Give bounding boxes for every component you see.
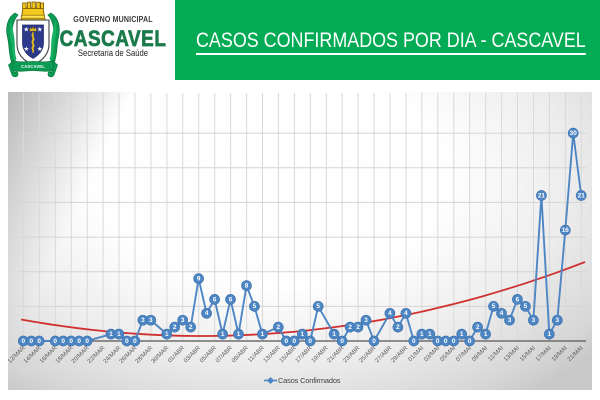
svg-text:0: 0 (340, 338, 344, 345)
svg-text:4: 4 (388, 310, 392, 317)
svg-text:2: 2 (348, 324, 352, 331)
svg-text:1: 1 (261, 331, 265, 338)
svg-text:4: 4 (500, 310, 504, 317)
svg-text:4: 4 (205, 310, 209, 317)
svg-text:5: 5 (253, 303, 257, 310)
svg-text:11/MAI: 11/MAI (488, 345, 506, 363)
svg-text:15/MAI: 15/MAI (519, 345, 537, 363)
svg-text:0: 0 (285, 338, 289, 345)
svg-text:6: 6 (229, 296, 233, 303)
svg-text:5: 5 (316, 303, 320, 310)
svg-text:5: 5 (524, 303, 528, 310)
svg-text:1: 1 (332, 331, 336, 338)
svg-text:1: 1 (165, 331, 169, 338)
svg-text:1: 1 (460, 331, 464, 338)
svg-text:0: 0 (412, 338, 416, 345)
svg-text:3: 3 (556, 317, 560, 324)
svg-text:2: 2 (277, 324, 281, 331)
svg-text:0: 0 (133, 338, 137, 345)
svg-text:1: 1 (237, 331, 241, 338)
svg-text:★: ★ (23, 46, 29, 53)
svg-text:1: 1 (117, 331, 121, 338)
svg-text:0: 0 (308, 338, 312, 345)
svg-text:2: 2 (476, 324, 480, 331)
svg-text:4: 4 (404, 310, 408, 317)
svg-text:1: 1 (420, 331, 424, 338)
svg-text:05/MAI: 05/MAI (439, 345, 457, 363)
svg-text:6: 6 (213, 296, 217, 303)
svg-text:19/MAI: 19/MAI (551, 345, 569, 363)
svg-text:1: 1 (109, 331, 113, 338)
svg-text:0: 0 (452, 338, 456, 345)
svg-text:21: 21 (578, 192, 586, 199)
svg-text:29/ABR: 29/ABR (390, 345, 409, 364)
svg-text:16: 16 (562, 227, 570, 234)
svg-text:30/MAR: 30/MAR (151, 345, 171, 365)
svg-text:2: 2 (356, 324, 360, 331)
svg-text:8: 8 (245, 283, 249, 290)
svg-text:09/MAI: 09/MAI (471, 345, 489, 363)
svg-text:21/MAI: 21/MAI (567, 345, 585, 363)
svg-text:3: 3 (364, 317, 368, 324)
svg-text:0: 0 (37, 338, 41, 345)
svg-text:2: 2 (189, 324, 193, 331)
svg-text:3: 3 (532, 317, 536, 324)
svg-text:13/MAI: 13/MAI (503, 345, 521, 363)
svg-text:3: 3 (508, 317, 512, 324)
svg-text:0: 0 (77, 338, 81, 345)
svg-text:17/MAI: 17/MAI (535, 345, 553, 363)
svg-text:0: 0 (22, 338, 26, 345)
svg-text:2: 2 (396, 324, 400, 331)
svg-text:01/MAI: 01/MAI (408, 345, 426, 363)
svg-text:0: 0 (30, 338, 34, 345)
svg-text:0: 0 (69, 338, 73, 345)
svg-text:1: 1 (548, 331, 552, 338)
svg-text:Casos Confirmados: Casos Confirmados (278, 376, 341, 385)
svg-text:30: 30 (570, 130, 578, 137)
svg-text:3: 3 (181, 317, 185, 324)
svg-text:0: 0 (436, 338, 440, 345)
svg-text:0: 0 (125, 338, 129, 345)
svg-text:0: 0 (53, 338, 57, 345)
svg-text:3: 3 (149, 317, 153, 324)
svg-text:0: 0 (372, 338, 376, 345)
svg-text:★: ★ (23, 27, 29, 34)
svg-text:03/MAI: 03/MAI (423, 345, 441, 363)
svg-text:1: 1 (301, 331, 305, 338)
svg-text:2: 2 (173, 324, 177, 331)
svg-text:09/ABR: 09/ABR (231, 345, 250, 364)
svg-text:21: 21 (538, 192, 546, 199)
svg-text:★: ★ (37, 27, 43, 34)
svg-text:★: ★ (37, 46, 43, 53)
svg-text:0: 0 (61, 338, 65, 345)
svg-text:1: 1 (484, 331, 488, 338)
svg-text:3: 3 (141, 317, 145, 324)
svg-text:0: 0 (85, 338, 89, 345)
svg-text:1: 1 (428, 331, 432, 338)
svg-text:0: 0 (293, 338, 297, 345)
svg-text:9: 9 (197, 276, 201, 283)
svg-text:07/MAI: 07/MAI (455, 345, 473, 363)
svg-text:5: 5 (492, 303, 496, 310)
svg-text:CASCAVEL: CASCAVEL (21, 64, 45, 69)
svg-text:0: 0 (444, 338, 448, 345)
svg-text:0: 0 (468, 338, 472, 345)
svg-text:1: 1 (221, 331, 225, 338)
svg-text:6: 6 (516, 296, 520, 303)
